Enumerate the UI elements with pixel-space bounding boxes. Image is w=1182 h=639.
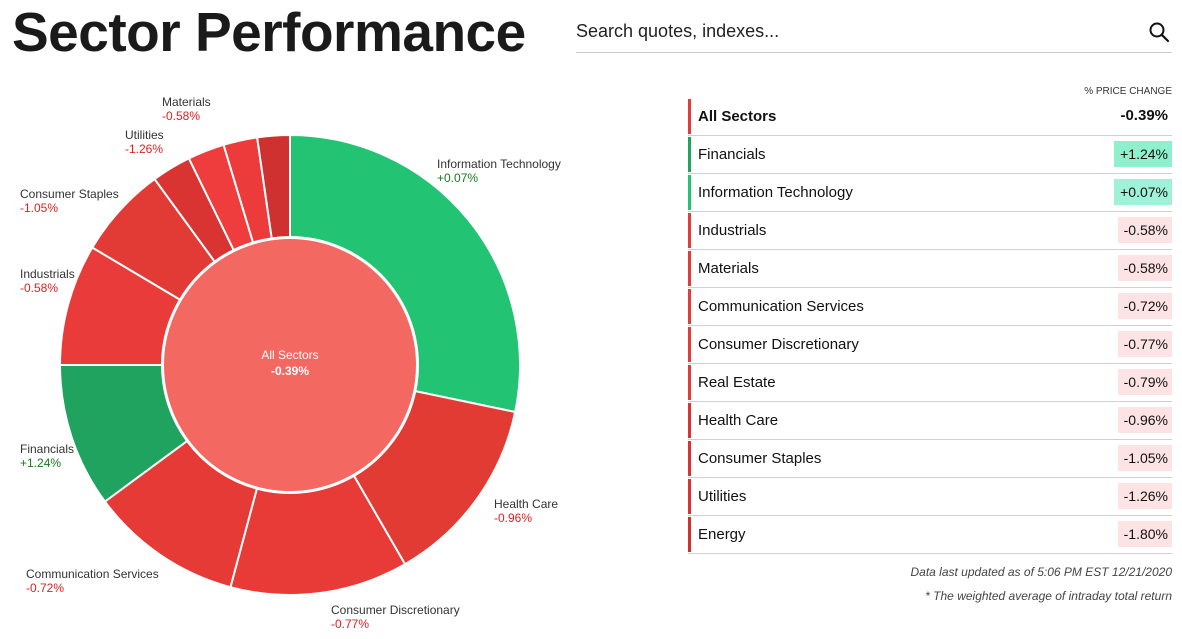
search-input[interactable] — [576, 16, 1136, 46]
all-sectors-center[interactable] — [164, 239, 416, 491]
sector-color-bar — [688, 365, 691, 400]
segment-value: -0.72% — [26, 581, 64, 595]
sector-color-bar — [688, 213, 691, 248]
sector-name: Consumer Staples — [698, 450, 822, 467]
sector-name: Communication Services — [698, 298, 864, 315]
donut-segment[interactable] — [289, 133, 521, 414]
segment-value: -1.05% — [20, 201, 58, 215]
last-updated-note: Data last updated as of 5:06 PM EST 12/2… — [910, 565, 1172, 579]
sector-name: Materials — [698, 260, 759, 277]
sector-color-bar — [688, 517, 691, 552]
segment-label: Industrials — [20, 267, 75, 281]
segment-label: Materials — [162, 95, 211, 109]
sector-row[interactable]: Utilities -1.26% — [688, 478, 1172, 516]
sector-name: Energy — [698, 526, 746, 543]
sector-row[interactable]: Materials -0.58% — [688, 250, 1172, 288]
segment-label: Consumer Staples — [20, 187, 119, 201]
sector-table: All Sectors -0.39% Financials +1.24% Informa… — [688, 98, 1172, 554]
sector-row[interactable]: All Sectors -0.39% — [688, 98, 1172, 136]
sector-change: -1.05% — [1117, 445, 1172, 471]
sector-row[interactable]: Financials +1.24% — [688, 136, 1172, 174]
sector-color-bar — [688, 479, 691, 514]
sector-name: All Sectors — [698, 108, 777, 125]
sector-change: -0.72% — [1117, 293, 1172, 319]
sector-name: Industrials — [698, 222, 767, 239]
sector-name: Information Technology — [698, 184, 853, 201]
donut-segment[interactable] — [256, 133, 291, 240]
search-icon[interactable] — [1148, 21, 1170, 43]
segment-value: -0.96% — [494, 511, 532, 525]
sector-change: -1.80% — [1117, 521, 1172, 547]
sector-change: -0.39% — [1114, 103, 1172, 129]
sector-change: +0.07% — [1114, 179, 1172, 205]
sector-change: -0.79% — [1117, 369, 1172, 395]
segment-value: -0.77% — [331, 617, 369, 631]
sector-name: Financials — [698, 146, 766, 163]
segment-label: Information Technology — [437, 157, 561, 171]
sector-color-bar — [688, 175, 691, 210]
sector-row[interactable]: Energy -1.80% — [688, 516, 1172, 554]
center-value: -0.39% — [271, 364, 309, 378]
sector-row[interactable]: Communication Services -0.72% — [688, 288, 1172, 326]
segment-value: -1.26% — [125, 142, 163, 156]
segment-label: Consumer Discretionary — [331, 603, 460, 617]
sector-row[interactable]: Industrials -0.58% — [688, 212, 1172, 250]
sector-change: -0.58% — [1117, 255, 1172, 281]
sector-row[interactable]: Real Estate -0.79% — [688, 364, 1172, 402]
search-bar — [576, 10, 1172, 53]
sector-color-bar — [688, 137, 691, 172]
sector-change: -0.58% — [1117, 217, 1172, 243]
segment-value: -0.58% — [162, 109, 200, 123]
sector-change: -0.96% — [1117, 407, 1172, 433]
sector-color-bar — [688, 99, 691, 134]
sector-donut-chart: Information Technology+0.07%Health Care-… — [20, 95, 561, 631]
sector-change: +1.24% — [1114, 141, 1172, 167]
sector-row[interactable]: Information Technology +0.07% — [688, 174, 1172, 212]
center-label: All Sectors — [261, 348, 318, 362]
page-title: Sector Performance — [12, 1, 526, 63]
weighted-average-note: * The weighted average of intraday total… — [925, 589, 1172, 603]
segment-label: Financials — [20, 442, 74, 456]
segment-value: -0.58% — [20, 281, 58, 295]
sector-row[interactable]: Health Care -0.96% — [688, 402, 1172, 440]
sector-color-bar — [688, 327, 691, 362]
sector-color-bar — [688, 289, 691, 324]
sector-change: -1.26% — [1117, 483, 1172, 509]
sector-row[interactable]: Consumer Staples -1.05% — [688, 440, 1172, 478]
sector-color-bar — [688, 403, 691, 438]
sector-name: Health Care — [698, 412, 779, 429]
segment-value: +1.24% — [20, 456, 61, 470]
sector-color-bar — [688, 441, 691, 476]
sector-name: Real Estate — [698, 374, 776, 391]
sector-change: -0.77% — [1117, 331, 1172, 357]
sector-name: Utilities — [698, 488, 747, 505]
segment-label: Utilities — [125, 128, 164, 142]
segment-label: Communication Services — [26, 567, 159, 581]
segment-value: +0.07% — [437, 171, 478, 185]
sector-row[interactable]: Consumer Discretionary -0.77% — [688, 326, 1172, 364]
price-change-header: % PRICE CHANGE — [1084, 86, 1172, 97]
sector-color-bar — [688, 251, 691, 286]
sector-name: Consumer Discretionary — [698, 336, 859, 353]
segment-label: Health Care — [494, 497, 558, 511]
